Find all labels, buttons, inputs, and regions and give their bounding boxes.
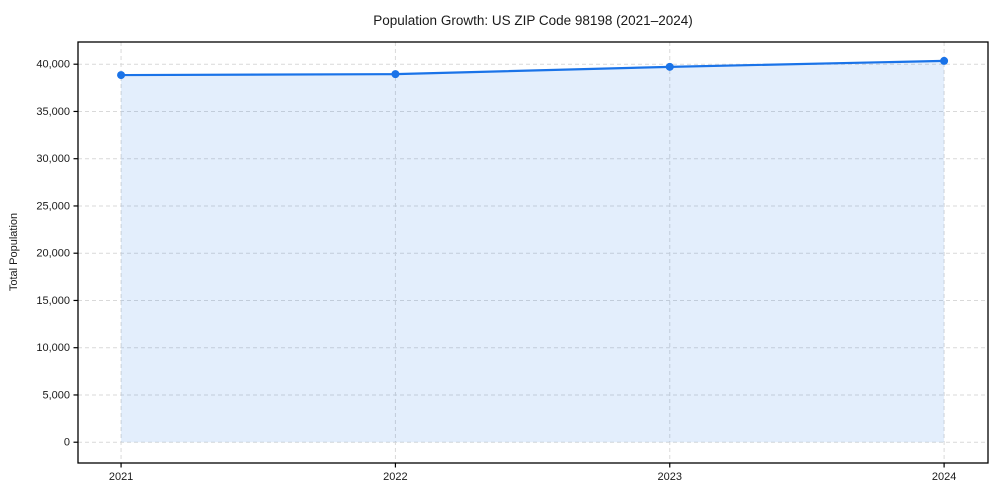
x-tick-label: 2023 xyxy=(658,471,682,483)
x-tick-label: 2021 xyxy=(109,471,133,483)
gridlines xyxy=(78,42,988,463)
chart-title: Population Growth: US ZIP Code 98198 (20… xyxy=(373,13,692,28)
y-tick-label: 30,000 xyxy=(36,153,70,165)
y-tick-label: 10,000 xyxy=(36,342,70,354)
y-tick-label: 5,000 xyxy=(42,389,70,401)
population-line xyxy=(121,59,945,77)
x-tick-label: 2022 xyxy=(383,471,407,483)
data-point-2022 xyxy=(391,70,400,79)
marker-layer xyxy=(117,56,949,80)
data-point-2021 xyxy=(117,71,126,80)
data-point-2023 xyxy=(665,62,674,71)
tick-label-layer: 0 5,000 10,000 15,000 20,000 25,000 30,000 35,0… xyxy=(36,59,956,483)
data-point-2024 xyxy=(940,56,949,65)
y-axis-label: Total Population xyxy=(8,213,20,291)
y-tick-label: 35,000 xyxy=(36,106,70,118)
x-tick-label: 2024 xyxy=(932,471,956,483)
y-tick-label: 15,000 xyxy=(36,295,70,307)
plot-border xyxy=(77,41,989,464)
y-tick-label: 40,000 xyxy=(36,59,70,71)
y-tick-label: 0 xyxy=(64,437,70,449)
y-tick-label: 20,000 xyxy=(36,248,70,260)
area-fill-layer xyxy=(121,60,945,443)
axes-layer xyxy=(73,41,989,468)
line-layer xyxy=(121,59,945,77)
y-tick-label: 25,000 xyxy=(36,200,70,212)
population-area-fill xyxy=(121,60,945,443)
